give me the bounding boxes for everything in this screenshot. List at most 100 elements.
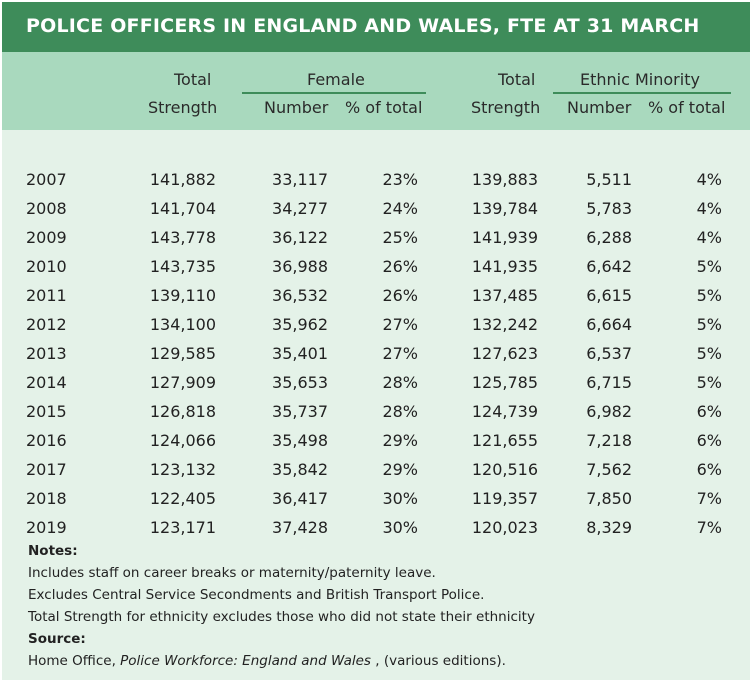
- cell-female-pct: 29%: [382, 460, 418, 479]
- source-title: Police Workforce: England and Wales: [120, 653, 371, 669]
- table-title: POLICE OFFICERS IN ENGLAND AND WALES, FT…: [26, 15, 700, 37]
- cell-ethnic-number: 7,562: [586, 460, 632, 479]
- note-line: Includes staff on career breaks or mater…: [28, 565, 436, 581]
- cell-year: 2010: [26, 257, 67, 276]
- cell-total-strength-eth: 124,739: [471, 402, 538, 421]
- cell-total-strength-eth: 120,516: [471, 460, 538, 479]
- notes-heading: Notes:: [28, 543, 78, 559]
- cell-total-strength-eth: 132,242: [471, 315, 538, 334]
- cell-female-number: 35,653: [272, 373, 328, 392]
- cell-female-pct: 27%: [382, 315, 418, 334]
- table-row: 2015 126,818 35,737 28% 124,739 6,982 6%: [2, 398, 750, 427]
- cell-total-strength-eth: 127,623: [471, 344, 538, 363]
- cell-year: 2015: [26, 402, 67, 421]
- cell-ethnic-pct: 7%: [696, 489, 722, 508]
- cell-female-pct: 30%: [382, 489, 418, 508]
- cell-female-pct: 27%: [382, 344, 418, 363]
- cell-ethnic-pct: 5%: [696, 286, 722, 305]
- header-female-pct: % of total: [345, 98, 423, 117]
- table-row: 2017 123,132 35,842 29% 120,516 7,562 6%: [2, 456, 750, 485]
- cell-ethnic-pct: 7%: [696, 518, 722, 537]
- cell-total-strength: 143,778: [149, 228, 216, 247]
- cell-total-strength: 129,585: [149, 344, 216, 363]
- cell-total-strength-eth: 120,023: [471, 518, 538, 537]
- cell-total-strength-eth: 141,935: [471, 257, 538, 276]
- cell-ethnic-pct: 4%: [696, 199, 722, 218]
- cell-female-number: 35,401: [272, 344, 328, 363]
- cell-total-strength: 126,818: [149, 402, 216, 421]
- cell-ethnic-number: 6,537: [586, 344, 632, 363]
- header-ethnic-group: Ethnic Minority: [580, 70, 700, 89]
- cell-female-number: 36,532: [272, 286, 328, 305]
- cell-ethnic-pct: 6%: [696, 460, 722, 479]
- cell-total-strength-eth: 121,655: [471, 431, 538, 450]
- cell-female-number: 33,117: [272, 170, 328, 189]
- table-row: 2018 122,405 36,417 30% 119,357 7,850 7%: [2, 485, 750, 514]
- cell-ethnic-pct: 6%: [696, 402, 722, 421]
- header-total-strength-eth-top: Total: [498, 70, 536, 89]
- cell-female-pct: 28%: [382, 402, 418, 421]
- notes-section: Notes: Includes staff on career breaks o…: [28, 540, 728, 672]
- cell-total-strength: 139,110: [149, 286, 216, 305]
- cell-ethnic-number: 8,329: [586, 518, 632, 537]
- cell-year: 2014: [26, 373, 67, 392]
- cell-year: 2011: [26, 286, 67, 305]
- cell-total-strength: 141,882: [149, 170, 216, 189]
- cell-year: 2009: [26, 228, 67, 247]
- header-female-group: Female: [307, 70, 365, 89]
- cell-total-strength: 134,100: [149, 315, 216, 334]
- cell-total-strength: 123,132: [149, 460, 216, 479]
- cell-ethnic-number: 6,288: [586, 228, 632, 247]
- header-total-strength-bottom: Strength: [148, 98, 218, 117]
- cell-ethnic-pct: 5%: [696, 344, 722, 363]
- female-group-rule: [242, 92, 426, 94]
- cell-ethnic-number: 6,615: [586, 286, 632, 305]
- cell-total-strength-eth: 137,485: [471, 286, 538, 305]
- cell-total-strength: 124,066: [149, 431, 216, 450]
- cell-total-strength-eth: 139,883: [471, 170, 538, 189]
- source-text: Home Office, Police Workforce: England a…: [28, 650, 728, 672]
- cell-ethnic-pct: 4%: [696, 228, 722, 247]
- header-total-strength-eth-bottom: Strength: [471, 98, 541, 117]
- cell-ethnic-number: 6,664: [586, 315, 632, 334]
- cell-year: 2018: [26, 489, 67, 508]
- cell-female-number: 35,842: [272, 460, 328, 479]
- source-heading: Source:: [28, 631, 86, 647]
- cell-female-number: 36,988: [272, 257, 328, 276]
- cell-female-number: 35,498: [272, 431, 328, 450]
- cell-total-strength-eth: 125,785: [471, 373, 538, 392]
- cell-year: 2019: [26, 518, 67, 537]
- table-row: 2013 129,585 35,401 27% 127,623 6,537 5%: [2, 340, 750, 369]
- ethnic-group-rule: [553, 92, 731, 94]
- cell-total-strength-eth: 119,357: [471, 489, 538, 508]
- cell-total-strength: 122,405: [149, 489, 216, 508]
- table-row: 2009 143,778 36,122 25% 141,939 6,288 4%: [2, 224, 750, 253]
- cell-ethnic-number: 5,511: [586, 170, 632, 189]
- cell-ethnic-number: 7,850: [586, 489, 632, 508]
- source-suffix: , (various editions).: [370, 653, 506, 669]
- cell-ethnic-pct: 5%: [696, 315, 722, 334]
- cell-year: 2012: [26, 315, 67, 334]
- cell-total-strength-eth: 139,784: [471, 199, 538, 218]
- cell-ethnic-pct: 5%: [696, 257, 722, 276]
- cell-female-number: 35,962: [272, 315, 328, 334]
- cell-female-pct: 28%: [382, 373, 418, 392]
- cell-ethnic-number: 7,218: [586, 431, 632, 450]
- cell-ethnic-number: 6,982: [586, 402, 632, 421]
- cell-total-strength-eth: 141,939: [471, 228, 538, 247]
- note-line: Total Strength for ethnicity excludes th…: [28, 609, 535, 625]
- column-header-band: Total Strength Female Number % of total …: [2, 52, 750, 130]
- table-row: 2016 124,066 35,498 29% 121,655 7,218 6%: [2, 427, 750, 456]
- table-row: 2007 141,882 33,117 23% 139,883 5,511 4%: [2, 166, 750, 195]
- cell-female-pct: 26%: [382, 257, 418, 276]
- table-row: 2014 127,909 35,653 28% 125,785 6,715 5%: [2, 369, 750, 398]
- note-line: Excludes Central Service Secondments and…: [28, 587, 485, 603]
- cell-female-number: 36,417: [272, 489, 328, 508]
- cell-female-pct: 30%: [382, 518, 418, 537]
- cell-year: 2013: [26, 344, 67, 363]
- cell-total-strength: 123,171: [149, 518, 216, 537]
- cell-year: 2007: [26, 170, 67, 189]
- header-ethnic-number: Number: [567, 98, 632, 117]
- title-bar: POLICE OFFICERS IN ENGLAND AND WALES, FT…: [2, 2, 750, 52]
- header-ethnic-pct: % of total: [648, 98, 726, 117]
